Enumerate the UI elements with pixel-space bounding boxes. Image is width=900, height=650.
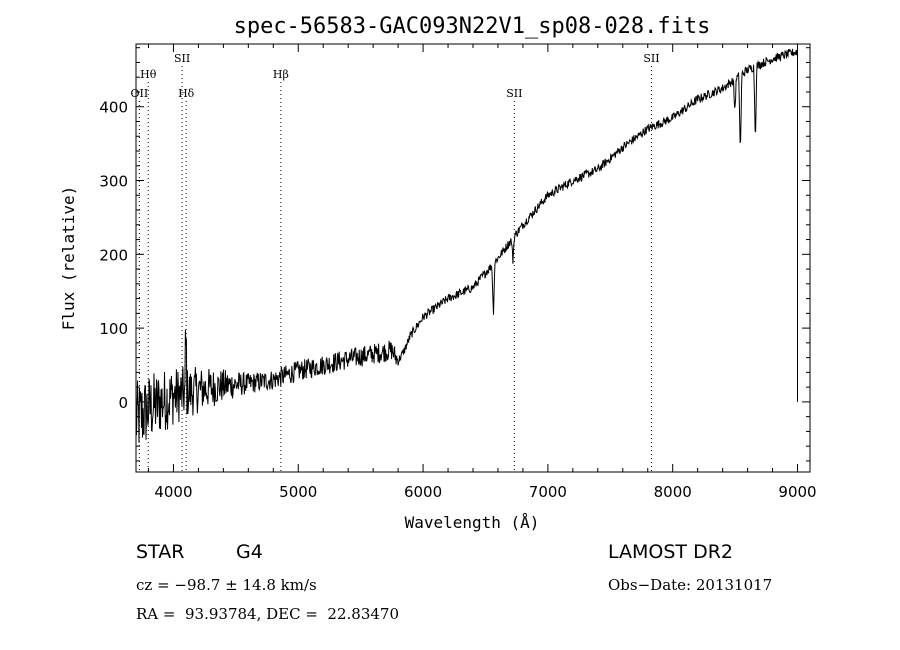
spectrum-line xyxy=(135,48,798,443)
spectral-line-label: Hδ xyxy=(178,87,195,100)
x-tick-label: 7000 xyxy=(529,483,567,501)
object-class: STAR xyxy=(136,541,185,563)
spectral-line-label: Hβ xyxy=(273,68,289,81)
spectral-line-label: SII xyxy=(506,87,522,100)
object-subclass: G4 xyxy=(236,541,263,563)
spectral-line-label: Hθ xyxy=(140,68,157,81)
y-axis-label: Flux (relative) xyxy=(59,186,78,331)
y-tick-label: 200 xyxy=(99,246,128,264)
chart-title: spec-56583-GAC093N22V1_sp08-028.fits xyxy=(234,14,711,39)
y-tick-label: 100 xyxy=(99,320,128,338)
y-tick-label: 300 xyxy=(99,173,128,191)
obs-date-text: Obs−Date: 20131017 xyxy=(608,576,773,594)
x-tick-label: 5000 xyxy=(279,483,317,501)
spectral-line-label: OII xyxy=(131,87,149,100)
spectral-line-label: SII xyxy=(643,52,659,65)
x-axis-label: Wavelength (Å) xyxy=(405,513,540,532)
spectral-line-markers: OII Hθ SII Hδ Hβ SII SII xyxy=(131,52,660,472)
y-tick-label: 400 xyxy=(99,99,128,117)
x-tick-label: 6000 xyxy=(404,483,442,501)
x-tick-label: 9000 xyxy=(778,483,816,501)
axis-ticks: 4000 5000 6000 7000 8000 9000 0 100 200 300 400 xyxy=(99,44,817,501)
redshift-text: cz = −98.7 ± 14.8 km/s xyxy=(136,576,317,594)
x-tick-label: 4000 xyxy=(154,483,192,501)
coordinates-text: RA = 93.93784, DEC = 22.83470 xyxy=(136,605,400,623)
spectral-line-label: SII xyxy=(174,52,190,65)
survey-name: LAMOST DR2 xyxy=(608,541,733,563)
plot-frame xyxy=(135,43,811,473)
x-tick-label: 8000 xyxy=(654,483,692,501)
y-tick-label: 0 xyxy=(118,394,128,412)
